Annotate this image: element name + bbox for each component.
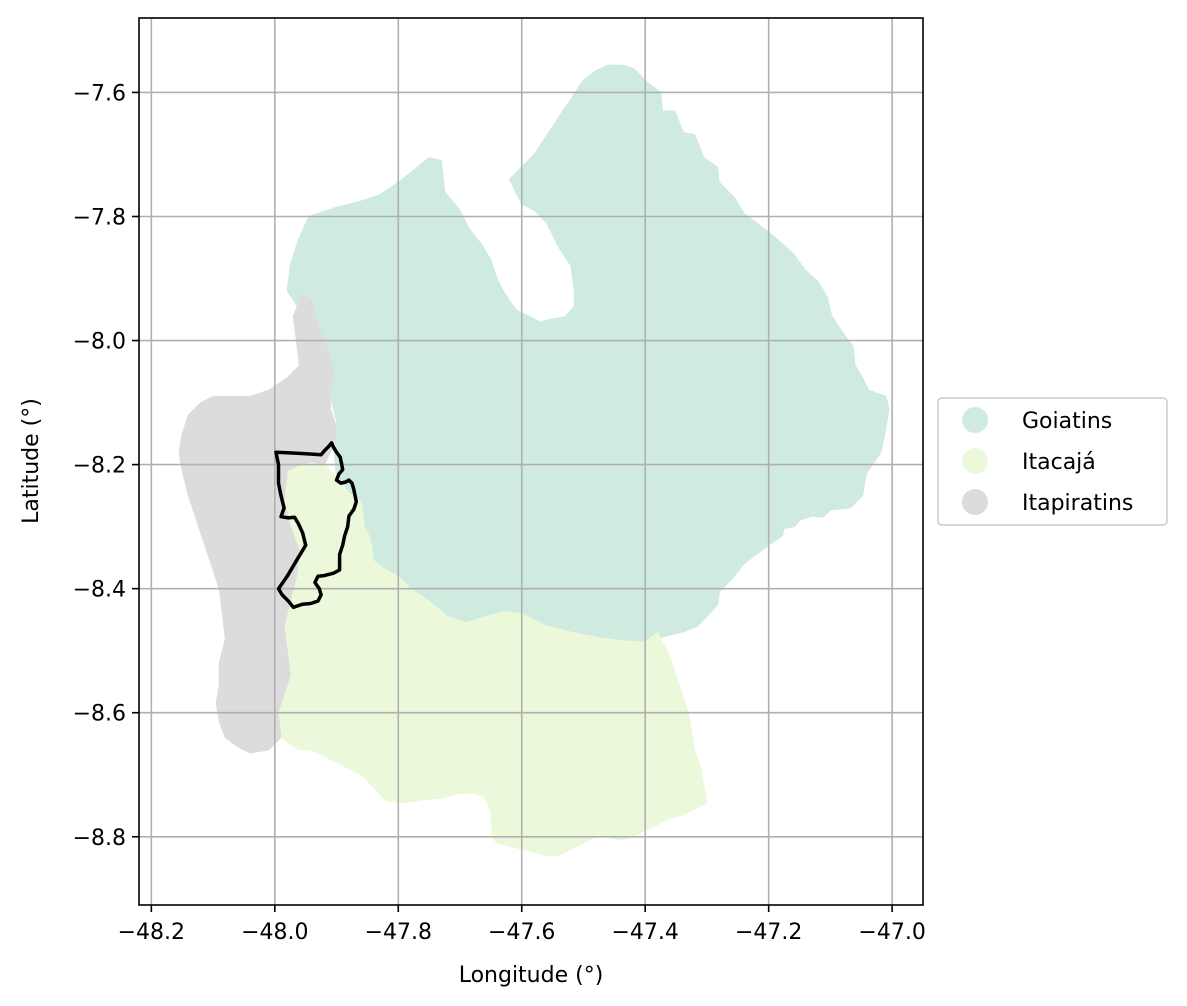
highlight-outline-layer xyxy=(274,441,359,610)
region-itacaj- xyxy=(275,460,708,856)
region-layer xyxy=(178,64,890,856)
x-tick-label: −48.2 xyxy=(118,920,185,945)
legend-items: Goiatins Itacajá Itapiratins xyxy=(962,407,1133,516)
x-tick-label: −47.2 xyxy=(735,920,802,945)
y-tick-label: −7.6 xyxy=(73,81,126,106)
y-axis-ticks: −7.6 −7.8 −8.0 −8.2 −8.4 −8.6 −8.8 xyxy=(73,81,139,851)
x-tick-label: −47.0 xyxy=(858,920,925,945)
y-tick-label: −8.4 xyxy=(73,578,126,603)
x-tick-label: −47.4 xyxy=(611,920,678,945)
y-tick-label: −8.6 xyxy=(73,702,126,727)
y-tick-label: −8.2 xyxy=(73,454,126,479)
legend-label-goiatins: Goiatins xyxy=(1022,409,1112,434)
legend-frame xyxy=(937,397,1168,526)
x-tick-label: −47.8 xyxy=(365,920,432,945)
legend-marker-itacaj- xyxy=(962,448,988,474)
y-tick-label: −8.8 xyxy=(73,826,126,851)
x-axis-ticks: −48.2 −48.0 −47.8 −47.6 −47.4 −47.2 −47.0 xyxy=(118,905,926,945)
legend-label-itacaj-: Itacajá xyxy=(1022,450,1096,475)
highlight-outline xyxy=(274,441,359,610)
legend-label-itapiratins: Itapiratins xyxy=(1022,491,1133,516)
x-tick-label: −48.0 xyxy=(241,920,308,945)
y-tick-label: −7.8 xyxy=(73,205,126,230)
x-tick-label: −47.6 xyxy=(488,920,555,945)
legend-marker-itapiratins xyxy=(962,489,988,515)
plot-frame xyxy=(138,17,924,906)
x-axis-label: Longitude (°) xyxy=(459,963,604,988)
legend-marker-goiatins xyxy=(962,407,988,433)
legend: Goiatins Itacajá Itapiratins xyxy=(937,397,1168,526)
gridlines xyxy=(139,18,923,905)
y-tick-label: −8.0 xyxy=(73,330,126,355)
y-axis-label: Latitude (°) xyxy=(19,398,44,524)
